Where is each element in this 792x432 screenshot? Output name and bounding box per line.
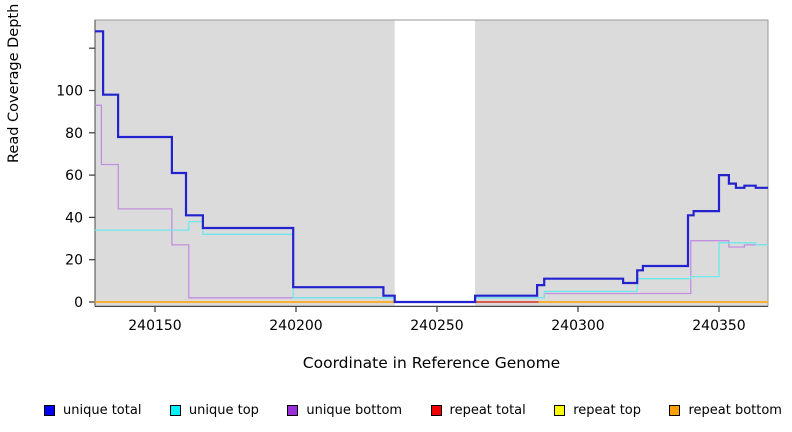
x-tick-label: 240150: [128, 318, 181, 334]
legend-item-unique-total: unique total: [44, 403, 141, 418]
series-line-unique-total: [94, 30, 769, 304]
legend: unique total unique top unique bottom repea…: [44, 400, 782, 420]
legend-item-repeat-total: repeat total: [430, 402, 526, 418]
masked-region: [394, 20, 476, 306]
legend-label: unique bottom: [306, 402, 403, 418]
legend-swatch: [430, 404, 442, 416]
legend-swatch: [669, 404, 681, 416]
legend-label: unique total: [63, 402, 142, 418]
x-tick-label: 240250: [410, 318, 463, 334]
x-tick-label: 240200: [269, 318, 322, 334]
y-tick-label: 20: [65, 253, 83, 269]
legend-item-unique-top: unique top: [169, 402, 259, 418]
x-axis-title: Coordinate in Reference Genome: [302, 354, 561, 372]
legend-item-repeat-top: repeat top: [554, 403, 641, 418]
legend-label: repeat bottom: [688, 402, 782, 418]
legend-item-repeat-bottom: repeat bottom: [669, 403, 782, 418]
x-tick-label: 240300: [551, 318, 604, 334]
coverage-plot: 240150 240200 240250 240300 240350 0 20 40 60 80 1…: [56, 19, 769, 334]
legend-swatch: [554, 404, 566, 416]
legend-swatch: [169, 404, 181, 416]
y-tick-label: 80: [65, 126, 83, 142]
legend-swatch: [44, 404, 55, 416]
legend-swatch: [287, 404, 299, 416]
legend-item-unique-bottom: unique bottom: [287, 403, 402, 418]
y-tick-label: 100: [56, 84, 83, 100]
x-tick-label: 240350: [692, 318, 745, 334]
y-tick-label: 40: [65, 210, 83, 226]
legend-label: repeat top: [573, 402, 641, 418]
y-tick-label: 60: [65, 168, 83, 184]
y-tick-label: 0: [74, 295, 83, 311]
legend-label: repeat total: [449, 402, 526, 418]
legend-label: unique top: [188, 402, 259, 418]
